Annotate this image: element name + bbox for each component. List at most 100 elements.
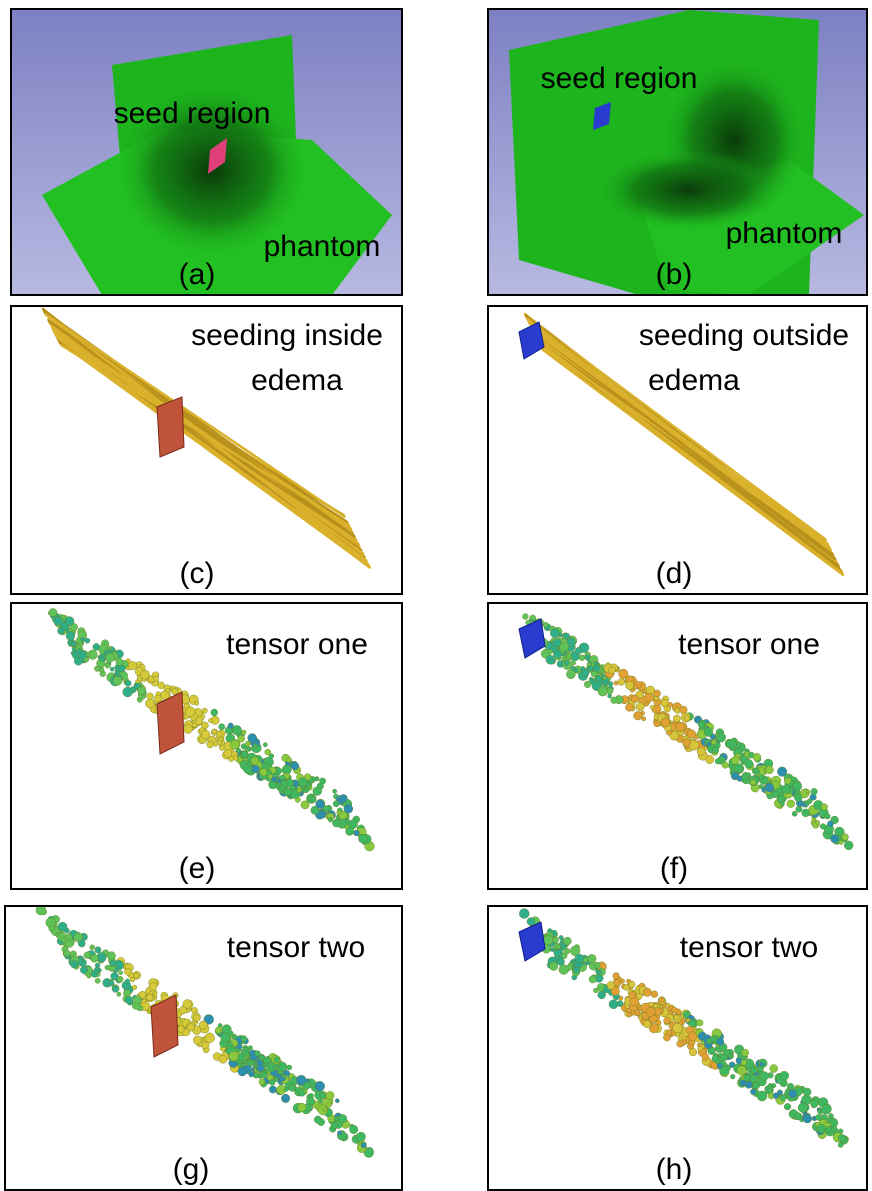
glyph [574, 668, 578, 672]
glyph [97, 968, 101, 972]
glyph [713, 747, 719, 753]
glyph [794, 793, 802, 801]
glyph [84, 657, 89, 662]
glyph [316, 800, 325, 809]
glyph [628, 981, 635, 988]
panel-label: (h) [656, 1153, 693, 1186]
glyph [286, 757, 291, 762]
panel-image: seed regionphantom(a) [12, 10, 401, 294]
glyph [187, 1024, 195, 1032]
glyph [750, 779, 756, 785]
glyph [36, 907, 46, 915]
panel-image: seeding insideedema(c) [12, 307, 401, 593]
glyph [217, 732, 223, 738]
glyph [688, 1019, 695, 1026]
glyph [202, 708, 207, 713]
glyph [787, 800, 795, 808]
glyph [298, 1089, 305, 1096]
glyph [795, 1113, 802, 1120]
glyph [750, 1089, 756, 1095]
glyph [730, 1074, 735, 1079]
glyph [117, 992, 121, 996]
glyph [345, 827, 354, 836]
glyph [780, 802, 784, 806]
annotation: tensor two [227, 931, 365, 964]
glyph [661, 699, 669, 707]
panel: seeding insideedema(c) [10, 305, 403, 595]
glyph [543, 935, 552, 944]
glyph [195, 701, 199, 705]
glyph [296, 1075, 306, 1085]
glyph [633, 685, 638, 690]
glyph [742, 774, 748, 780]
glyph [306, 1097, 315, 1106]
panel: seeding outsideedema(d) [487, 305, 868, 595]
glyph [559, 935, 564, 940]
annotation: seeding outside [639, 319, 849, 352]
glyph [802, 809, 810, 817]
glyph [237, 1044, 242, 1049]
glyph [112, 986, 119, 993]
glyph [289, 1084, 296, 1091]
glyph [153, 676, 158, 681]
glyph [793, 782, 802, 791]
glyph [828, 1114, 833, 1119]
glyph [208, 718, 212, 722]
glyph [754, 769, 760, 775]
glyph [49, 926, 55, 932]
glyph [107, 952, 115, 960]
glyph [193, 1036, 202, 1045]
panel: seed regionphantom(a) [10, 8, 403, 296]
glyph [105, 965, 110, 970]
glyph [646, 1007, 655, 1016]
glyph [716, 1038, 723, 1045]
glyph [788, 1089, 796, 1097]
glyph [146, 994, 153, 1001]
glyph [105, 653, 114, 662]
glyph [298, 778, 307, 787]
glyph [211, 709, 218, 716]
glyph [340, 794, 348, 802]
glyph [571, 661, 576, 666]
glyph [731, 756, 739, 764]
glyph [229, 1051, 239, 1061]
glyph [179, 1007, 187, 1015]
annotation: tensor one [226, 628, 368, 661]
glyph [333, 801, 339, 807]
glyph [125, 996, 133, 1004]
glyph [212, 729, 217, 734]
glyph [119, 971, 123, 975]
glyph [619, 669, 628, 678]
glyph [95, 947, 101, 953]
glyph [717, 1063, 723, 1069]
glyph [134, 973, 139, 978]
glyph [636, 702, 644, 710]
glyph [672, 1007, 678, 1013]
glyph [111, 972, 119, 980]
glyph [587, 662, 591, 666]
glyph [158, 682, 165, 689]
glyph [707, 742, 711, 746]
glyph [666, 1003, 670, 1007]
glyph [768, 1088, 773, 1093]
glyph [337, 1131, 342, 1136]
glyph [54, 617, 63, 626]
glyph [802, 803, 807, 808]
glyph [564, 948, 570, 954]
glyph [269, 1080, 275, 1086]
glyph [781, 785, 790, 794]
glyph [825, 814, 831, 820]
glyph [674, 1015, 679, 1020]
glyph [803, 1114, 812, 1123]
glyph [682, 739, 690, 747]
glyph [609, 1000, 618, 1009]
glyph [772, 791, 779, 798]
glyph [257, 1064, 264, 1071]
glyph [664, 1017, 671, 1024]
glyph [105, 663, 110, 668]
glyph [64, 950, 70, 956]
seed-region [519, 619, 545, 658]
glyph [90, 945, 95, 950]
glyph [579, 655, 585, 661]
glyph [95, 978, 100, 983]
